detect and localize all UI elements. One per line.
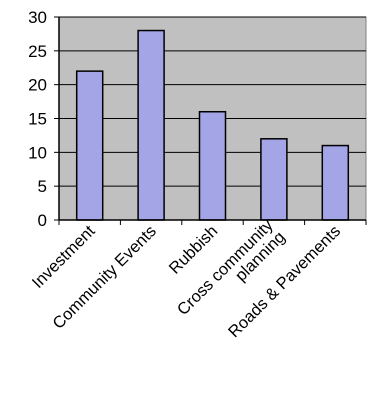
y-tick-label: 25 (28, 42, 47, 61)
y-tick-label: 30 (28, 8, 47, 27)
bar (321, 144, 350, 221)
y-tick-label: 20 (28, 76, 47, 95)
gridlines (59, 16, 366, 187)
y-axis-ticks: 0 5 10 15 20 25 30 (28, 8, 47, 230)
y-tick-label: 15 (28, 110, 47, 129)
bar (198, 110, 227, 221)
axes (54, 16, 367, 225)
bars (75, 29, 350, 221)
bar (137, 29, 165, 221)
bar (260, 138, 288, 221)
x-tick-label: Cross communityplanning (174, 216, 289, 331)
x-tick-label: Community Events (49, 222, 160, 333)
bar (75, 70, 104, 221)
y-tick-label: 5 (38, 177, 47, 196)
y-tick-label: 10 (28, 143, 47, 162)
y-tick-label: 0 (38, 211, 47, 230)
